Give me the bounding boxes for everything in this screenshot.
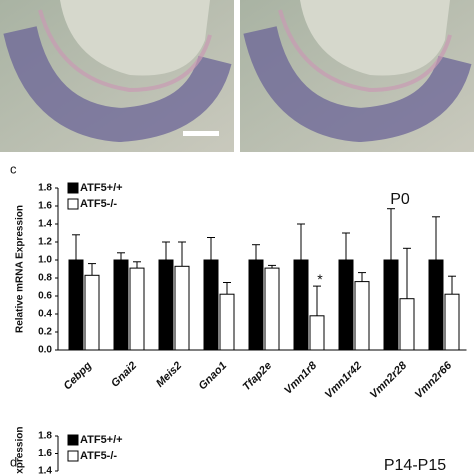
y-tick-label: 1.8 [38, 183, 52, 194]
panel-label: d [10, 454, 17, 469]
bar [444, 293, 460, 351]
y-axis-title: Relative mRNA Expression [15, 205, 26, 333]
y-tick-label: 1.0 [38, 255, 52, 266]
y-axis-title: Expression [15, 427, 26, 474]
y-tick-label: 1.2 [38, 237, 52, 248]
y-tick-label: 0.2 [38, 327, 52, 338]
bar [354, 281, 370, 351]
x-tick-label: Gnao1 [196, 360, 229, 393]
bar [84, 274, 100, 351]
x-tick-label: Gnai2 [109, 360, 139, 390]
bar [158, 259, 174, 351]
y-tick-label: 1.6 [38, 201, 52, 212]
bar [174, 265, 190, 351]
bar [203, 259, 219, 351]
bar [338, 259, 354, 351]
x-tick-label: Tfap2e [241, 360, 275, 394]
legend-swatch [67, 450, 79, 462]
legend-label: ATF5-/- [80, 198, 117, 210]
significance-mark: * [317, 271, 323, 287]
y-tick-label: 0.4 [38, 309, 52, 320]
x-tick-label: Vmn1r8 [282, 359, 320, 397]
bar [219, 293, 235, 351]
bar [264, 267, 280, 351]
y-tick-label: 0.0 [38, 345, 52, 356]
panel-label: c [10, 161, 17, 176]
legend-swatch [67, 434, 79, 446]
x-tick-label: Vmn2r28 [368, 359, 410, 401]
legend-label: ATF5+/+ [80, 182, 123, 194]
legend-label: ATF5-/- [80, 450, 117, 462]
bar [129, 267, 145, 351]
y-tick-label: 1.4 [38, 219, 52, 230]
annotation: P14-P15 [384, 457, 446, 474]
y-tick-label: 0.8 [38, 273, 52, 284]
legend-swatch [67, 198, 79, 210]
micrograph-right [240, 0, 474, 152]
y-tick-label: 1.8 [38, 431, 52, 442]
micrograph-left [0, 0, 234, 152]
y-tick-label: 0.6 [38, 291, 52, 302]
x-tick-label: Cebpg [61, 360, 94, 393]
bar [113, 259, 129, 351]
bar [399, 298, 415, 351]
x-tick-label: Vmn1r42 [323, 360, 364, 401]
legend-swatch [67, 182, 79, 194]
legend-label: ATF5+/+ [80, 434, 123, 446]
annotation: P0 [390, 191, 410, 208]
bar [248, 259, 264, 351]
y-tick-label: 1.6 [38, 448, 52, 459]
bar [309, 315, 325, 351]
bar [383, 259, 399, 351]
bar [293, 259, 309, 351]
bar [428, 259, 444, 351]
x-tick-label: Vmn2r66 [413, 359, 455, 401]
bar [68, 259, 84, 351]
y-tick-label: 1.4 [38, 466, 52, 474]
x-tick-label: Meis2 [154, 360, 184, 390]
